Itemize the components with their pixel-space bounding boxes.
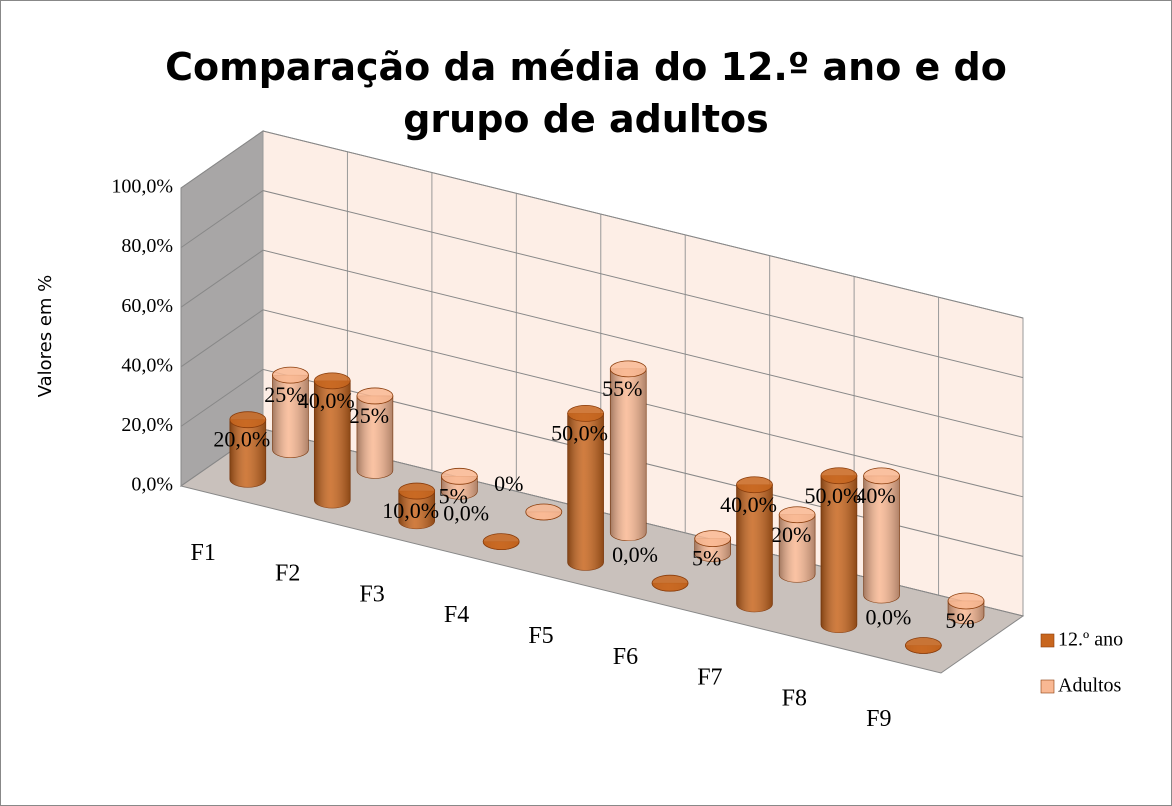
bar-shade (314, 380, 351, 509)
bar-shade (779, 514, 816, 583)
bar (482, 533, 520, 551)
bar-top (398, 482, 436, 500)
bar-top (651, 574, 689, 592)
data-label: 10,0% (382, 498, 439, 523)
data-label: 0% (494, 471, 523, 496)
data-label: 20,0% (213, 427, 270, 452)
data-label: 0,0% (443, 501, 489, 526)
bar-top (482, 533, 520, 551)
bar (820, 467, 858, 634)
bar-shade (863, 475, 900, 604)
data-label: 5% (945, 608, 974, 633)
x-tick-label: F3 (359, 581, 384, 607)
bar-top (440, 467, 478, 485)
bar (567, 404, 604, 571)
bar-shade (356, 395, 393, 479)
bar-shade (229, 419, 266, 488)
bar-top (229, 411, 267, 429)
x-tick-label: F6 (613, 644, 638, 670)
bar-top (947, 592, 985, 610)
data-label: 40,0% (720, 492, 777, 517)
bar-top (356, 387, 394, 405)
data-label: 25% (349, 403, 389, 428)
legend-label: Adultos (1058, 675, 1122, 697)
x-tick-label: F1 (191, 540, 216, 566)
bar (272, 366, 309, 458)
bar (398, 482, 436, 530)
bar (525, 503, 563, 521)
bar (313, 372, 351, 509)
legend-label: 12.º ano (1058, 629, 1123, 651)
data-label: 5% (692, 546, 721, 571)
bar (778, 506, 816, 583)
y-tick-label: 100,0% (111, 176, 173, 198)
bar-shade (567, 413, 604, 571)
x-tick-label: F2 (275, 561, 300, 587)
x-tick-label: F9 (866, 706, 891, 732)
data-label: 0,0% (612, 542, 658, 567)
bar-top (609, 360, 647, 378)
grid-line (180, 190, 1024, 379)
chart-title: Comparação da média do 12.º ano e do gru… (165, 45, 1007, 141)
y-tick-label: 60,0% (121, 295, 173, 317)
y-axis-label: Valores em % (35, 275, 56, 398)
bar-top (904, 637, 942, 654)
bar-top (863, 467, 900, 485)
data-label: 50,0% (805, 483, 862, 508)
bar (736, 476, 773, 613)
bar-shade (398, 491, 435, 529)
y-tick-label: 20,0% (121, 414, 173, 436)
data-label: 0,0% (865, 605, 911, 630)
data-label: 25% (264, 382, 304, 407)
x-tick-label: F4 (444, 602, 469, 628)
data-label: 50,0% (551, 420, 608, 445)
bar (863, 467, 900, 604)
bar-top (525, 503, 563, 521)
bar-top (778, 506, 816, 524)
y-tick-label: 0,0% (131, 474, 173, 496)
x-tick-label: F8 (782, 685, 807, 711)
data-label: 5% (439, 483, 468, 508)
bar (904, 637, 942, 654)
x-tick-label: F5 (528, 623, 553, 649)
bar (440, 467, 478, 500)
bar (229, 411, 267, 488)
bar-shade (610, 368, 647, 541)
legend-swatch (1040, 633, 1055, 648)
data-label: 40,0% (298, 388, 355, 413)
data-label: 55% (602, 376, 642, 401)
bar-top (694, 530, 732, 548)
bar (651, 574, 689, 592)
bar-top (736, 476, 773, 494)
bar-shade (736, 484, 773, 612)
bar-top (567, 404, 604, 422)
bar (356, 387, 394, 479)
bar (947, 592, 985, 625)
grid-line (180, 309, 1024, 498)
legend-swatch (1040, 679, 1055, 694)
bar (609, 360, 647, 542)
bar-top (272, 366, 309, 384)
bar (694, 530, 732, 562)
y-tick-label: 80,0% (121, 235, 173, 257)
grid-line (180, 130, 1024, 319)
data-label: 40% (855, 483, 895, 508)
bar-shade (272, 375, 309, 458)
y-tick-label: 40,0% (121, 354, 173, 376)
x-tick-label: F7 (697, 665, 722, 691)
data-label: 20% (771, 522, 811, 547)
bar-top (820, 467, 858, 485)
bar-top (313, 372, 351, 390)
bar-shade (820, 475, 857, 633)
grid-line (180, 249, 1024, 438)
